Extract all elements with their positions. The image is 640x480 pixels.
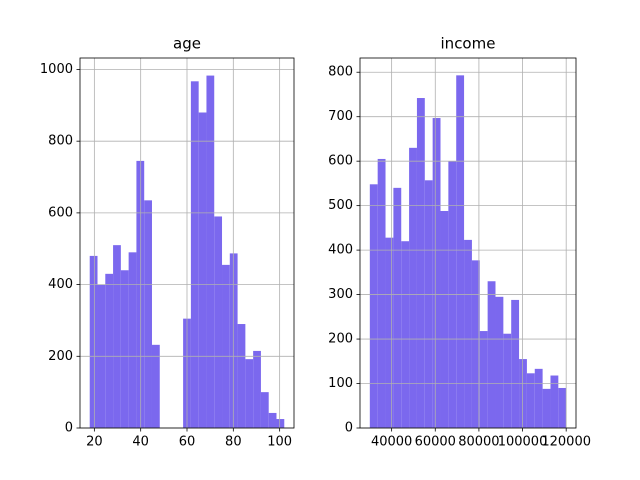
bar (424, 180, 433, 428)
x-tick-label: 60000 (415, 435, 456, 450)
bar (113, 245, 121, 428)
x-tick-label: 40000 (371, 435, 412, 450)
x-tick-label: 60 (179, 435, 196, 450)
y-tick-label: 0 (345, 421, 353, 436)
x-tick-label: 80000 (458, 435, 499, 450)
chart-title: income (441, 35, 496, 53)
bar (519, 359, 527, 428)
y-tick-label: 100 (328, 376, 353, 391)
bar (120, 270, 129, 428)
axes-frame (359, 57, 577, 429)
bar (377, 158, 386, 428)
bar (105, 273, 114, 428)
bar (128, 252, 137, 428)
bar (511, 299, 520, 428)
bar (89, 255, 98, 428)
bar (385, 237, 394, 428)
y-tick-label: 400 (328, 243, 353, 258)
y-tick-label: 200 (328, 332, 353, 347)
bar (253, 350, 261, 428)
bar (432, 118, 441, 428)
chart-title: age (173, 35, 201, 53)
bar (214, 216, 223, 428)
bar (487, 281, 496, 428)
y-tick-label: 800 (328, 65, 353, 80)
x-tick-label: 120000 (541, 435, 591, 450)
bar (409, 147, 417, 428)
bar (471, 260, 480, 428)
x-tick-label: 20 (86, 435, 103, 450)
bar (440, 210, 449, 428)
bar (503, 333, 512, 428)
axes-frame (79, 57, 295, 429)
bar (393, 187, 402, 428)
bar (401, 241, 410, 428)
bar (144, 200, 152, 428)
bar (464, 239, 472, 428)
y-tick-label: 700 (328, 109, 353, 124)
y-tick-label: 500 (328, 198, 353, 213)
bar (260, 392, 269, 428)
x-tick-label: 100000 (498, 435, 548, 450)
y-tick-label: 600 (48, 205, 73, 220)
bar (495, 296, 504, 428)
y-tick-label: 400 (48, 277, 73, 292)
y-tick-label: 300 (328, 287, 353, 302)
bar (151, 344, 160, 428)
bar (550, 375, 559, 428)
bar (526, 373, 535, 428)
bar (198, 112, 207, 428)
bar (558, 387, 567, 428)
bar (369, 184, 378, 428)
x-tick-label: 100 (267, 435, 292, 450)
bar (416, 98, 425, 428)
bar (206, 75, 215, 428)
y-tick-label: 800 (48, 134, 73, 149)
y-tick-label: 0 (65, 421, 73, 436)
bar (479, 331, 488, 428)
x-tick-label: 40 (132, 435, 149, 450)
bar (190, 81, 199, 428)
bar (276, 419, 285, 428)
bar (245, 359, 254, 428)
bar (237, 324, 246, 428)
y-tick-label: 600 (328, 154, 353, 169)
y-tick-label: 200 (48, 349, 73, 364)
bar (222, 264, 230, 428)
bar (542, 388, 551, 428)
x-tick-label: 80 (225, 435, 242, 450)
bar (268, 412, 277, 428)
bar (534, 368, 543, 428)
y-tick-label: 1000 (40, 62, 73, 77)
bar (456, 75, 465, 428)
